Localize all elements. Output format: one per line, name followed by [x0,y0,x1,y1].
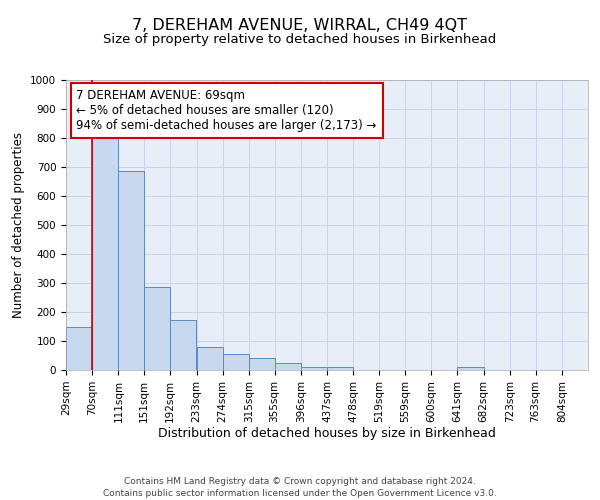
Text: 7 DEREHAM AVENUE: 69sqm
← 5% of detached houses are smaller (120)
94% of semi-de: 7 DEREHAM AVENUE: 69sqm ← 5% of detached… [76,88,377,132]
Bar [327,367,353,370]
Bar [223,354,249,370]
Bar [275,363,301,370]
Bar [92,130,118,370]
Bar [66,326,92,370]
Text: Contains HM Land Registry data © Crown copyright and database right 2024.
Contai: Contains HM Land Registry data © Crown c… [103,476,497,498]
Bar [144,288,170,370]
Bar [301,366,327,370]
Bar [249,358,275,370]
Bar [197,347,223,370]
Bar [457,367,484,370]
Y-axis label: Number of detached properties: Number of detached properties [11,132,25,318]
Bar [118,172,144,370]
X-axis label: Distribution of detached houses by size in Birkenhead: Distribution of detached houses by size … [158,428,496,440]
Text: Size of property relative to detached houses in Birkenhead: Size of property relative to detached ho… [103,32,497,46]
Text: 7, DEREHAM AVENUE, WIRRAL, CH49 4QT: 7, DEREHAM AVENUE, WIRRAL, CH49 4QT [133,18,467,32]
Bar [170,320,196,370]
